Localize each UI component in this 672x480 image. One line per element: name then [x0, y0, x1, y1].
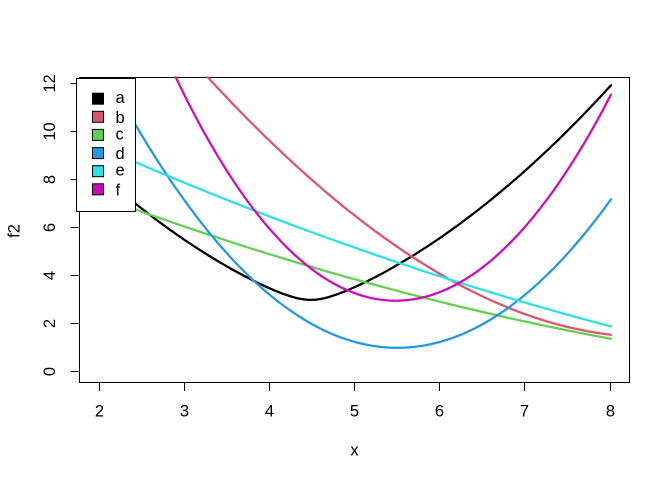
svg-text:12: 12: [41, 74, 59, 92]
svg-text:4: 4: [41, 271, 59, 280]
svg-text:6: 6: [41, 223, 59, 232]
svg-text:6: 6: [435, 403, 444, 421]
svg-text:c: c: [116, 125, 124, 143]
svg-text:2: 2: [95, 403, 104, 421]
svg-text:8: 8: [606, 403, 615, 421]
svg-text:7: 7: [520, 403, 529, 421]
svg-text:10: 10: [41, 122, 59, 140]
svg-text:b: b: [116, 109, 125, 127]
svg-text:5: 5: [350, 403, 359, 421]
svg-text:8: 8: [41, 175, 59, 184]
svg-text:x: x: [350, 442, 359, 460]
svg-text:e: e: [116, 162, 125, 180]
svg-text:d: d: [116, 145, 125, 163]
svg-text:0: 0: [41, 367, 59, 376]
svg-text:f2: f2: [5, 224, 23, 238]
svg-text:f: f: [116, 181, 121, 199]
svg-text:2: 2: [41, 319, 59, 328]
svg-text:a: a: [116, 89, 126, 107]
svg-text:3: 3: [180, 403, 189, 421]
svg-text:4: 4: [265, 403, 274, 421]
